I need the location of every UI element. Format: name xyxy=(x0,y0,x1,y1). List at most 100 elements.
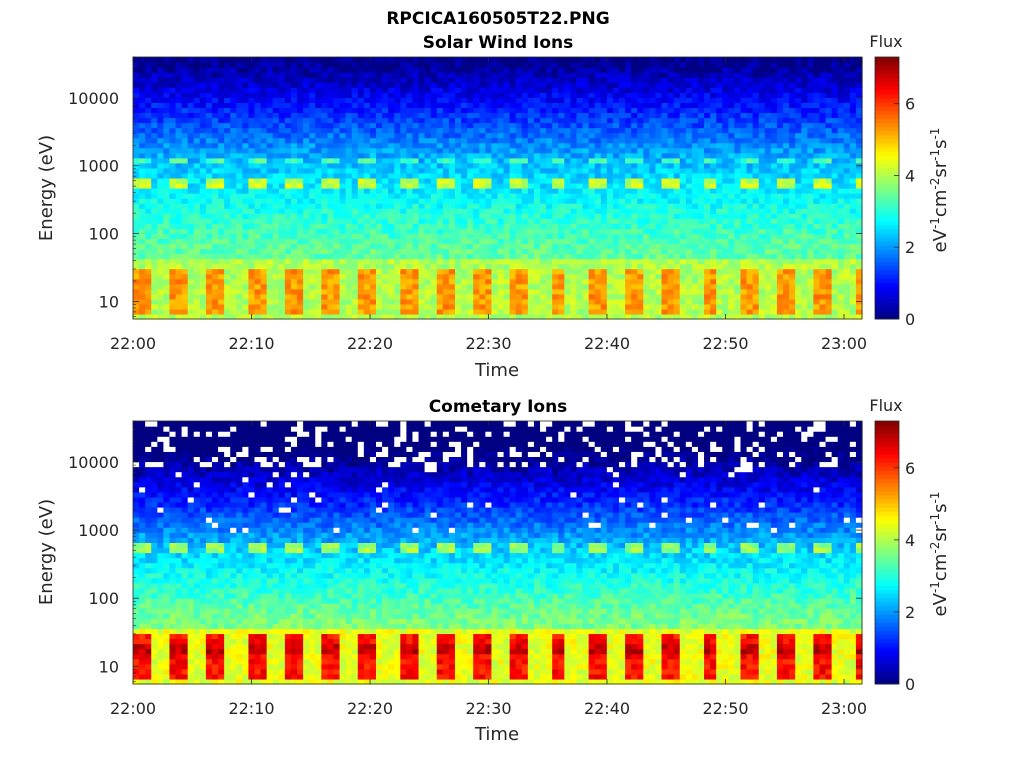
heatmap-cell xyxy=(704,288,711,295)
heatmap-cell xyxy=(661,278,669,285)
heatmap-cell xyxy=(363,122,371,129)
heatmap-cell xyxy=(315,298,322,305)
heatmap-cell xyxy=(406,162,414,169)
heatmap-cell xyxy=(515,223,523,229)
heatmap-cell xyxy=(327,253,335,260)
heatmap-cell xyxy=(412,233,420,239)
heatmap-cell xyxy=(151,253,158,260)
heatmap-cell xyxy=(673,167,681,174)
heatmap-cell xyxy=(679,203,687,209)
heatmap-cell xyxy=(351,218,359,224)
heatmap-cell xyxy=(795,172,802,179)
heatmap-cell xyxy=(376,208,383,214)
heatmap-cell xyxy=(376,258,383,265)
heatmap-cell xyxy=(388,137,395,144)
heatmap-cell xyxy=(321,127,328,134)
heatmap-cell xyxy=(175,223,183,229)
heatmap-cell xyxy=(266,142,274,149)
heatmap-cell xyxy=(776,122,784,129)
heatmap-cell xyxy=(333,273,341,280)
heatmap-cell xyxy=(351,172,359,179)
heatmap-cell xyxy=(169,198,177,204)
heatmap-cell xyxy=(843,137,851,144)
heatmap-cell xyxy=(248,147,256,154)
heatmap-cell xyxy=(503,203,511,209)
heatmap-cell xyxy=(175,137,183,144)
heatmap-cell xyxy=(521,162,529,169)
heatmap-cell xyxy=(594,258,602,265)
heatmap-cell xyxy=(503,167,511,174)
heatmap-cell xyxy=(345,122,353,129)
heatmap-cell xyxy=(400,288,407,295)
heatmap-cell xyxy=(351,233,359,239)
heatmap-cell xyxy=(855,278,863,285)
heatmap-cell xyxy=(376,313,383,320)
heatmap-cell xyxy=(266,112,274,119)
heatmap-cell xyxy=(303,198,310,204)
heatmap-cell xyxy=(388,152,395,159)
heatmap-cell xyxy=(819,182,827,189)
heatmap-cell xyxy=(716,303,723,310)
heatmap-cell xyxy=(831,313,839,320)
heatmap-cell xyxy=(704,182,711,189)
heatmap-cell xyxy=(400,313,407,320)
heatmap-cell xyxy=(461,112,468,119)
heatmap-cell xyxy=(242,298,250,305)
heatmap-cell xyxy=(752,182,760,189)
heatmap-cell xyxy=(704,268,711,275)
heatmap-cell xyxy=(254,122,262,129)
heatmap-cell xyxy=(685,268,693,275)
heatmap-cell xyxy=(685,132,693,139)
heatmap-cell xyxy=(448,208,456,214)
heatmap-cell xyxy=(801,182,808,189)
heatmap-cell xyxy=(485,278,493,285)
heatmap-cell xyxy=(594,233,602,239)
heatmap-cell xyxy=(746,167,754,174)
heatmap-cell xyxy=(400,248,407,255)
heatmap-cell xyxy=(752,243,760,250)
heatmap-cell xyxy=(315,132,322,139)
heatmap-cell xyxy=(837,152,845,159)
heatmap-cell xyxy=(649,137,657,144)
heatmap-cell xyxy=(758,182,766,189)
heatmap-cell xyxy=(248,258,256,265)
heatmap-cell xyxy=(448,112,456,119)
heatmap-cell xyxy=(175,127,183,134)
heatmap-cell xyxy=(272,243,280,250)
heatmap-cell xyxy=(430,157,438,164)
heatmap-cell xyxy=(400,177,407,184)
heatmap-cell xyxy=(430,198,438,204)
heatmap-cell xyxy=(509,172,517,179)
heatmap-cell xyxy=(461,157,468,164)
heatmap-cell xyxy=(224,112,231,119)
heatmap-cell xyxy=(163,132,171,139)
heatmap-cell xyxy=(181,157,189,164)
heatmap-cell xyxy=(145,127,152,134)
heatmap-cell xyxy=(649,203,657,209)
heatmap-cell xyxy=(667,167,675,174)
heatmap-cell xyxy=(631,122,638,129)
heatmap-cell xyxy=(218,157,225,164)
heatmap-cell xyxy=(746,162,754,169)
heatmap-cell xyxy=(619,208,626,214)
heatmap-cell xyxy=(716,167,723,174)
heatmap-cell xyxy=(752,278,760,285)
heatmap-cell xyxy=(321,157,328,164)
heatmap-cell xyxy=(789,218,796,224)
heatmap-cell xyxy=(582,208,590,214)
heatmap-cell xyxy=(558,127,565,134)
heatmap-cell xyxy=(181,218,189,224)
heatmap-cell xyxy=(819,137,827,144)
heatmap-cell xyxy=(254,213,262,219)
heatmap-cell xyxy=(673,122,681,129)
heatmap-cell xyxy=(242,238,250,245)
heatmap-cell xyxy=(357,268,365,275)
heatmap-cell xyxy=(728,203,736,209)
heatmap-cell xyxy=(655,177,663,184)
heatmap-cell xyxy=(637,293,644,300)
heatmap-cell xyxy=(533,258,541,265)
heatmap-cell xyxy=(139,112,146,119)
heatmap-cell xyxy=(266,228,274,234)
heatmap-cell xyxy=(327,238,335,245)
heatmap-cell xyxy=(430,298,438,305)
